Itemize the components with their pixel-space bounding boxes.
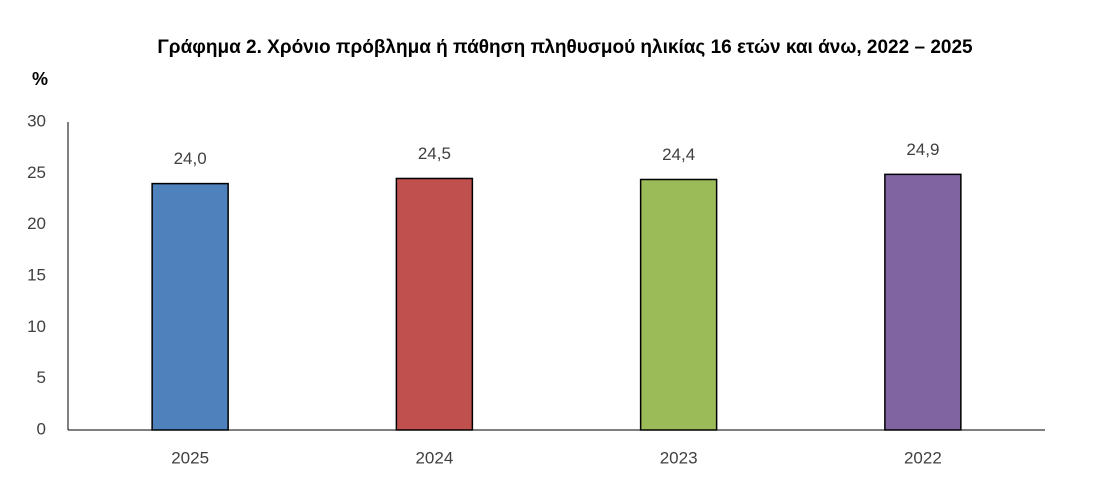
data-label: 24,0	[174, 149, 207, 168]
data-label: 24,4	[662, 145, 695, 164]
data-label: 24,5	[418, 144, 451, 163]
bar	[639, 178, 718, 431]
x-tick-label: 2022	[904, 448, 942, 467]
data-label: 24,9	[906, 140, 939, 159]
y-tick-label: 15	[27, 265, 46, 284]
y-tick-label: 25	[27, 163, 46, 182]
x-tick-label: 2023	[660, 448, 698, 467]
x-tick-label: 2025	[171, 448, 209, 467]
y-tick-label: 0	[37, 419, 46, 438]
y-tick-label: 5	[37, 368, 46, 387]
chart-title: Γράφημα 2. Χρόνιο πρόβλημα ή πάθηση πληθ…	[157, 37, 973, 58]
y-tick-label: 10	[27, 317, 46, 336]
y-tick-label: 30	[27, 111, 46, 130]
bar	[395, 177, 474, 431]
x-tick-label: 2024	[415, 448, 453, 467]
y-tick-label: 20	[27, 214, 46, 233]
y-axis-label: %	[32, 69, 48, 89]
bar	[884, 173, 962, 431]
bar	[151, 182, 229, 431]
